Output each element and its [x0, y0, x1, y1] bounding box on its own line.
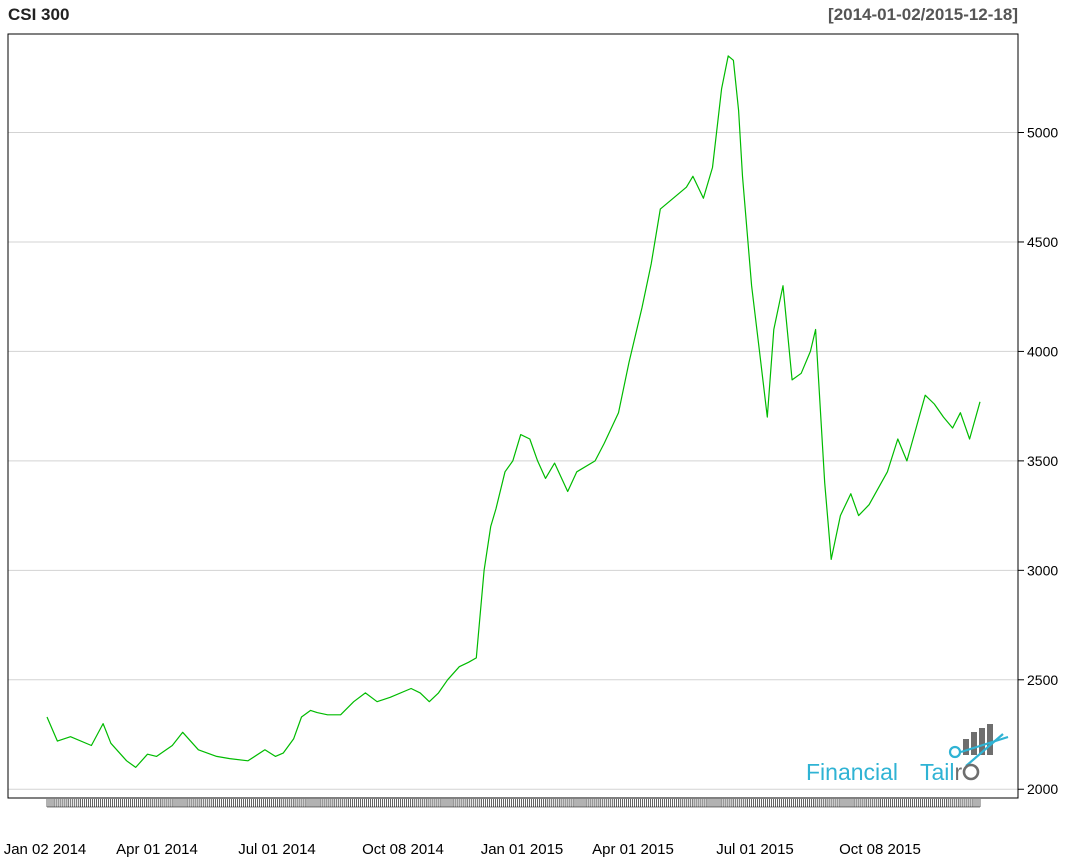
x-axis: Jan 02 2014 Apr 01 2014 Jul 01 2014 Oct 08 … — [4, 799, 981, 858]
x-tick-label: Apr 01 2014 — [116, 841, 198, 858]
logo-bar — [987, 724, 993, 755]
series-line — [46, 55, 981, 769]
y-tick-label: 2000 — [1027, 781, 1058, 797]
bar-chart-icon — [963, 724, 993, 755]
logo-word-tail: Tail — [920, 759, 955, 785]
x-minor-ticks — [46, 799, 981, 807]
y-tick-label: 2500 — [1027, 672, 1058, 688]
plot-area-border — [7, 33, 1019, 799]
y-tick-label: 3500 — [1027, 453, 1058, 469]
y-tick-label: 4000 — [1027, 343, 1058, 359]
y-tick-label: 3000 — [1027, 562, 1058, 578]
grid-layer — [8, 132, 1018, 790]
logo-o-ring — [962, 763, 980, 781]
logo-letter-r: r — [955, 759, 963, 785]
x-tick-label: Jul 01 2015 — [716, 841, 794, 858]
series-layer — [46, 55, 981, 769]
x-tick-label: Oct 08 2015 — [839, 841, 921, 858]
x-tick-label: Oct 08 2014 — [362, 841, 444, 858]
financial-tailor-logo: Financial Tailr — [806, 724, 1009, 785]
date-range-label: [2014-01-02/2015-12-18] — [828, 5, 1018, 24]
logo-bar — [979, 728, 985, 755]
x-tick-label: Jan 02 2014 — [4, 841, 87, 858]
x-tick-label: Jul 01 2014 — [238, 841, 316, 858]
chart-title: CSI 300 — [8, 5, 70, 24]
logo-word-tailor: Tailr — [920, 759, 963, 785]
x-tick-label: Apr 01 2015 — [592, 841, 674, 858]
y-tick-label: 5000 — [1027, 125, 1058, 141]
y-tick-label: 4500 — [1027, 234, 1058, 250]
x-tick-label: Jan 01 2015 — [481, 841, 564, 858]
logo-word-financial: Financial — [806, 759, 898, 785]
y-axis: 2000 2500 3000 3500 4000 4500 5000 — [1018, 125, 1058, 797]
scissors-icon — [948, 733, 1009, 767]
logo-bar — [971, 732, 977, 755]
logo-bar — [963, 739, 969, 755]
